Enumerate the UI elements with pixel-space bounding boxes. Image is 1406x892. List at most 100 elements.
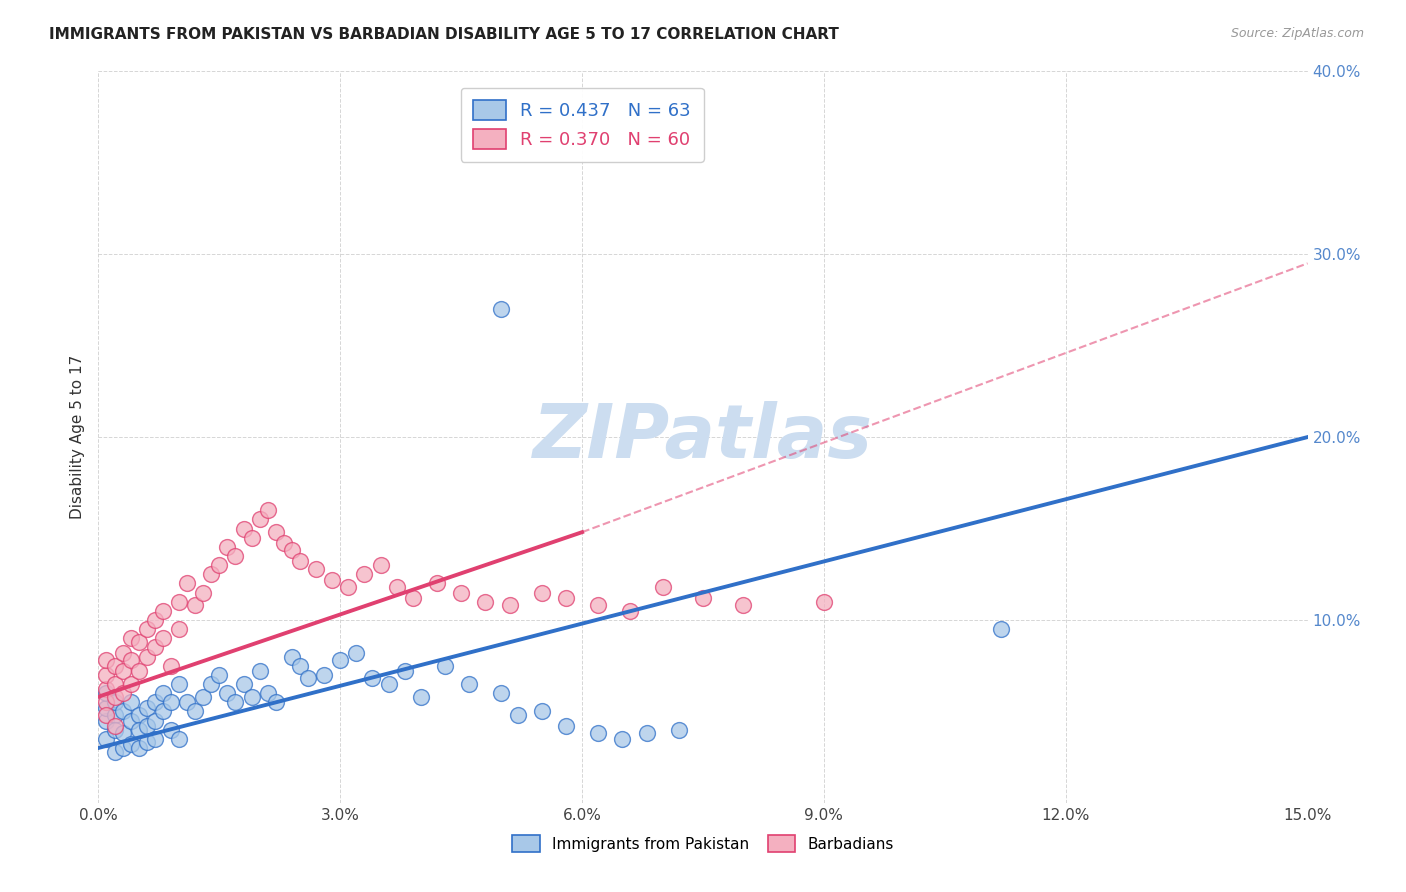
Point	[288, 554, 311, 568]
Point	[103, 745, 125, 759]
Point	[135, 649, 157, 664]
Point	[96, 700, 118, 714]
Point	[152, 604, 174, 618]
Point	[143, 613, 166, 627]
Point	[128, 664, 150, 678]
Point	[167, 622, 190, 636]
Point	[224, 695, 246, 709]
Point	[426, 576, 449, 591]
Point	[143, 695, 166, 709]
Point	[394, 664, 416, 678]
Point	[208, 558, 231, 573]
Point	[409, 690, 432, 704]
Point	[256, 686, 278, 700]
Point	[184, 705, 207, 719]
Point	[256, 503, 278, 517]
Point	[103, 677, 125, 691]
Point	[193, 690, 215, 704]
Point	[370, 558, 392, 573]
Point	[434, 658, 457, 673]
Point	[111, 664, 134, 678]
Point	[103, 723, 125, 737]
Point	[240, 690, 263, 704]
Point	[353, 567, 375, 582]
Point	[120, 632, 142, 646]
Point	[111, 705, 134, 719]
Point	[103, 695, 125, 709]
Point	[232, 521, 254, 535]
Point	[96, 653, 118, 667]
Point	[208, 667, 231, 681]
Point	[143, 714, 166, 728]
Point	[377, 677, 399, 691]
Point	[288, 658, 311, 673]
Point	[491, 301, 513, 317]
Point	[281, 543, 304, 558]
Point	[200, 677, 222, 691]
Point	[450, 585, 472, 599]
Point	[111, 646, 134, 660]
Point	[232, 677, 254, 691]
Point	[96, 731, 118, 746]
Point	[636, 726, 658, 740]
Point	[103, 719, 125, 733]
Point	[249, 664, 271, 678]
Point	[385, 580, 408, 594]
Point	[458, 677, 481, 691]
Point	[160, 695, 183, 709]
Point	[176, 695, 198, 709]
Point	[668, 723, 690, 737]
Point	[160, 723, 183, 737]
Text: ZIPatlas: ZIPatlas	[533, 401, 873, 474]
Point	[264, 525, 287, 540]
Point	[120, 714, 142, 728]
Point	[96, 682, 118, 697]
Point	[321, 573, 343, 587]
Point	[120, 677, 142, 691]
Point	[135, 622, 157, 636]
Point	[474, 594, 496, 608]
Point	[103, 658, 125, 673]
Point	[217, 540, 239, 554]
Point	[586, 599, 609, 613]
Text: Source: ZipAtlas.com: Source: ZipAtlas.com	[1230, 27, 1364, 40]
Point	[176, 576, 198, 591]
Point	[530, 705, 553, 719]
Point	[111, 740, 134, 755]
Point	[103, 708, 125, 723]
Point	[143, 640, 166, 655]
Point	[103, 690, 125, 704]
Point	[167, 677, 190, 691]
Point	[184, 599, 207, 613]
Point	[305, 562, 328, 576]
Point	[143, 731, 166, 746]
Text: IMMIGRANTS FROM PAKISTAN VS BARBADIAN DISABILITY AGE 5 TO 17 CORRELATION CHART: IMMIGRANTS FROM PAKISTAN VS BARBADIAN DI…	[49, 27, 839, 42]
Point	[135, 735, 157, 749]
Point	[402, 591, 425, 605]
Point	[120, 695, 142, 709]
Point	[128, 708, 150, 723]
Point	[273, 536, 295, 550]
Point	[128, 740, 150, 755]
Point	[813, 594, 835, 608]
Point	[152, 705, 174, 719]
Point	[498, 599, 520, 613]
Point	[135, 719, 157, 733]
Y-axis label: Disability Age 5 to 17: Disability Age 5 to 17	[69, 355, 84, 519]
Point	[120, 737, 142, 751]
Point	[128, 723, 150, 737]
Point	[612, 731, 634, 746]
Point	[297, 672, 319, 686]
Point	[555, 719, 578, 733]
Point	[152, 632, 174, 646]
Point	[96, 714, 118, 728]
Point	[329, 653, 352, 667]
Point	[344, 646, 367, 660]
Point	[264, 695, 287, 709]
Point	[281, 649, 304, 664]
Point	[167, 594, 190, 608]
Point	[361, 672, 384, 686]
Point	[555, 591, 578, 605]
Point	[96, 667, 118, 681]
Point	[96, 686, 118, 700]
